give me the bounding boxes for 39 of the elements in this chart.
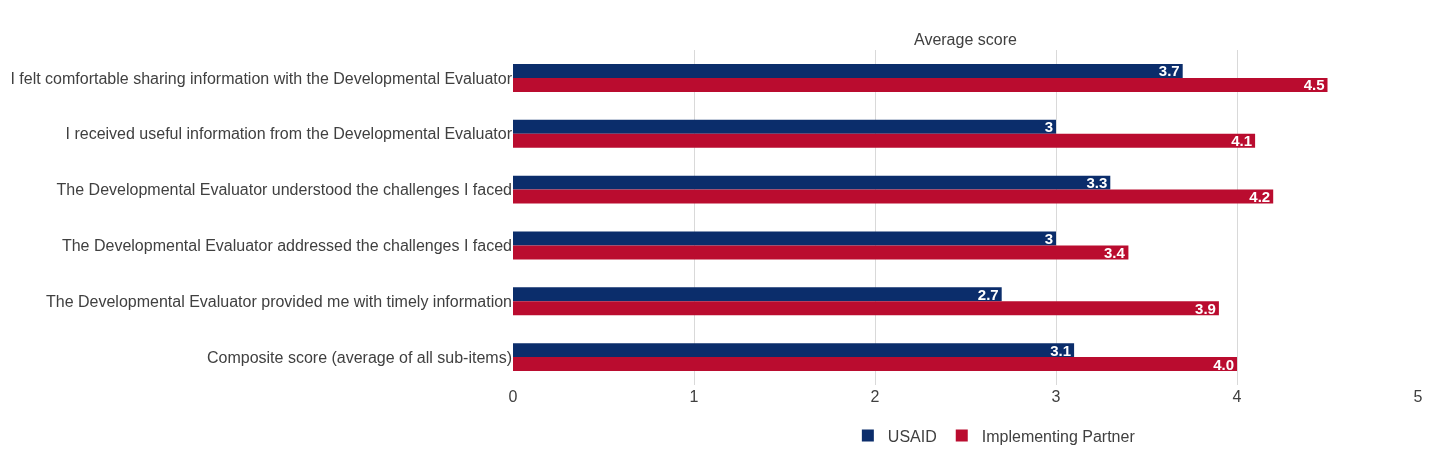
bar: [513, 357, 1237, 372]
text: 4.2: [1249, 188, 1271, 206]
text: 3.3: [1086, 174, 1108, 192]
y-tick-label: The Developmental Evaluator provided me with timely information: [46, 292, 512, 310]
x-tick-label: 0: [508, 388, 518, 405]
text: 3: [1044, 118, 1053, 136]
y-tick-label: Composite score (average of all sub-items): [206, 348, 512, 366]
x-tick-label: 4: [1232, 388, 1242, 405]
text: 3.7: [1158, 62, 1180, 80]
x-tick-label: 5: [1413, 388, 1423, 405]
text: 4.1: [1231, 132, 1253, 150]
x-tick-label: 2: [870, 388, 880, 405]
text: 3: [1044, 229, 1053, 247]
y-tick-label: The Developmental Evaluator addressed the challenges I faced: [61, 237, 512, 255]
y-tick-label: I received useful information from the Developmental Evaluator: [65, 125, 513, 143]
bar: [513, 133, 1256, 148]
bar: [513, 119, 1056, 134]
x-tick-label: 1: [689, 388, 699, 405]
bar: [513, 231, 1056, 246]
bar: [513, 245, 1129, 260]
bar: [513, 301, 1219, 316]
legend-label: USAID: [887, 427, 937, 445]
y-tick-label: The Developmental Evaluator understood the challenges I faced: [56, 181, 512, 199]
y-tick-label: I felt comfortable sharing information with the Developmental Evaluator: [10, 69, 513, 87]
text: 2.7: [977, 285, 999, 303]
bar: [513, 175, 1111, 190]
text: 3.9: [1195, 299, 1216, 317]
x-axis-title: Average score: [914, 31, 1017, 48]
bar: [513, 189, 1274, 204]
legend-label: Implementing Partner: [981, 427, 1136, 445]
bar: [513, 63, 1183, 78]
bar: [513, 343, 1075, 358]
text: 4.0: [1213, 355, 1234, 373]
text: 3.4: [1103, 243, 1125, 261]
text: 3.1: [1050, 341, 1072, 359]
x-tick-label: 3: [1051, 388, 1061, 405]
text: 4.5: [1303, 76, 1325, 94]
bar: [513, 287, 1002, 302]
bar: [513, 77, 1328, 92]
